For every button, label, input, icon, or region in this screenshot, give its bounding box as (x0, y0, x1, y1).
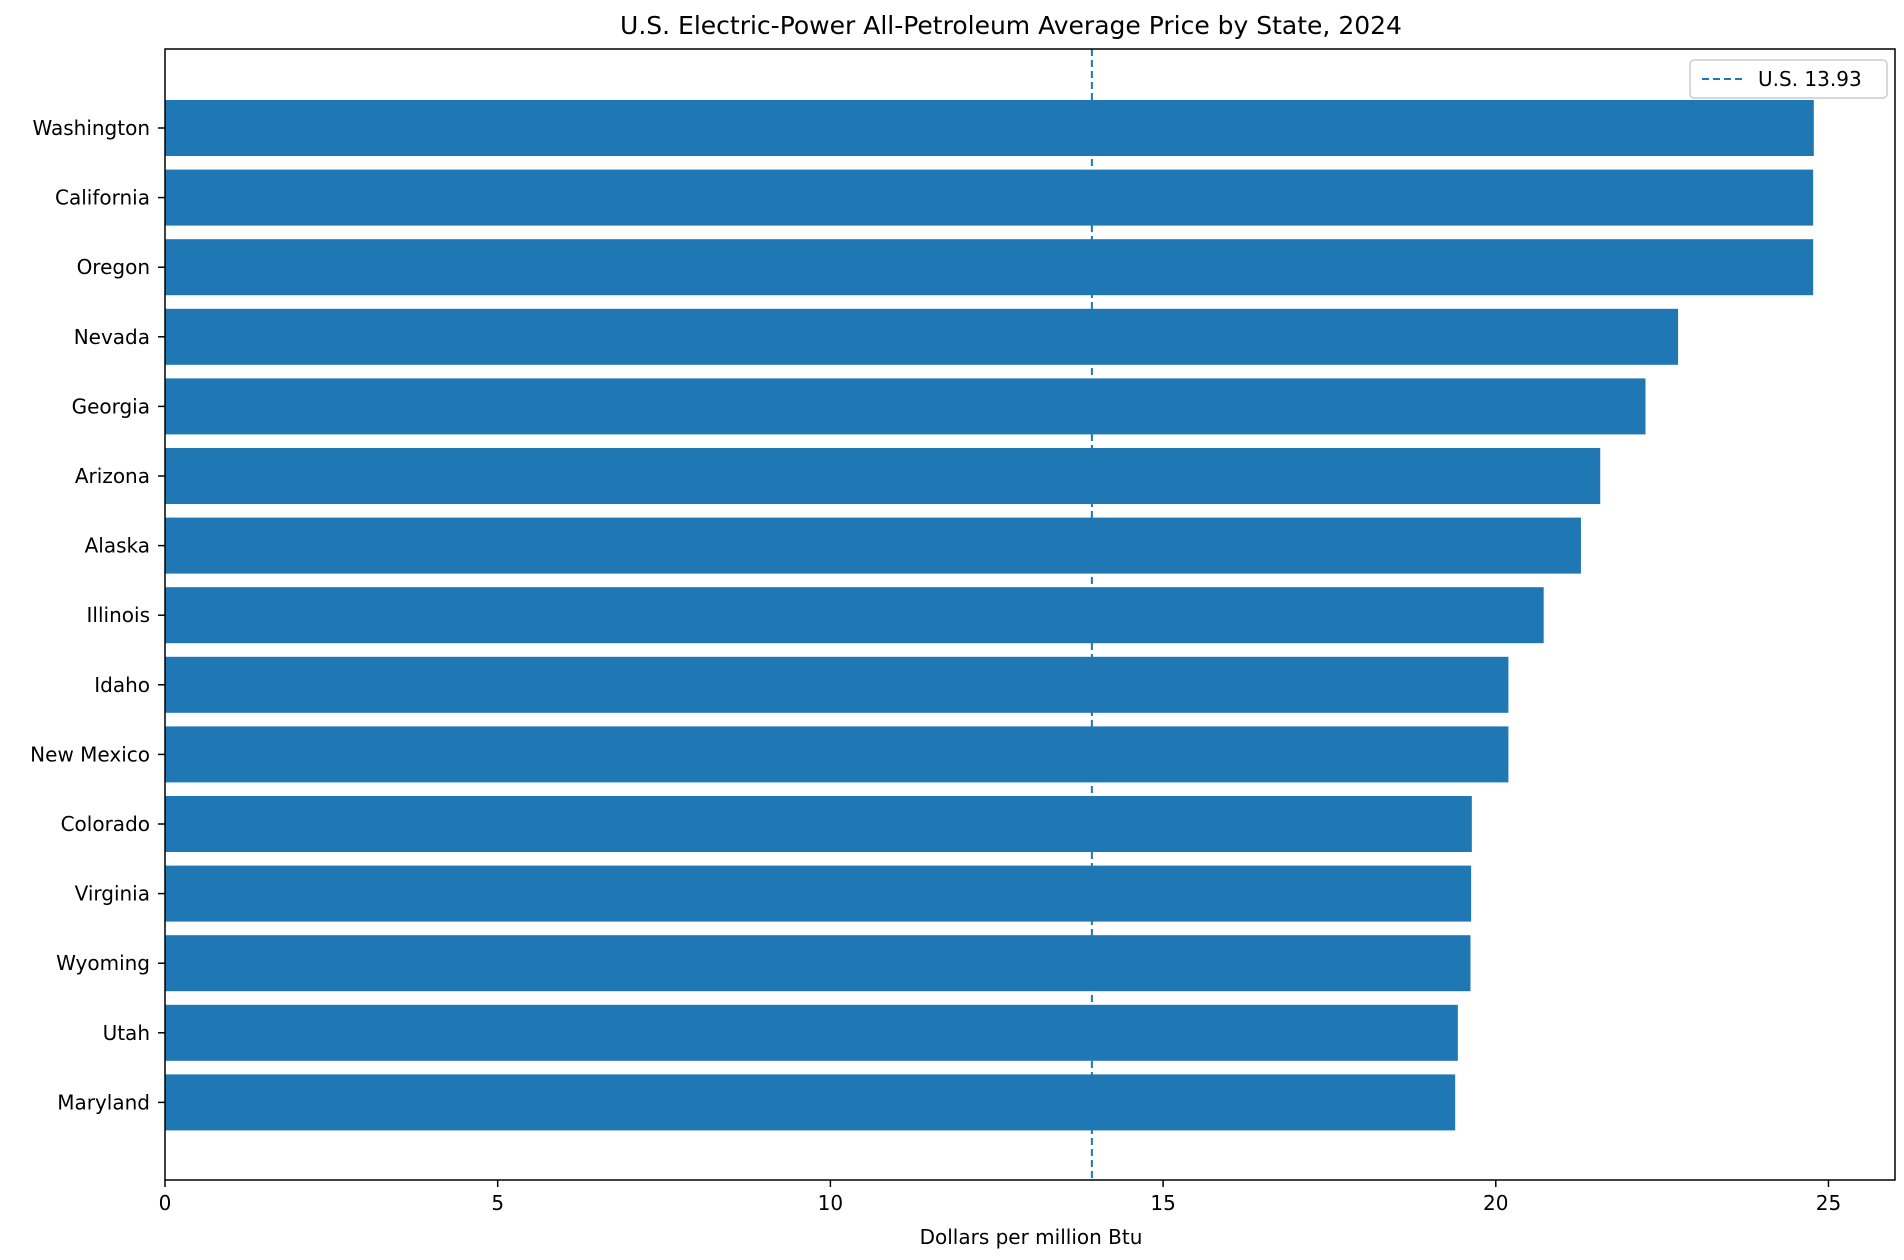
bar-maryland (165, 1074, 1456, 1131)
bar-utah (165, 1004, 1458, 1061)
legend-label: U.S. 13.93 (1758, 67, 1862, 91)
plot-area: Washington California Oregon Nevada Georgia A… (30, 48, 1896, 1215)
chart-title: U.S. Electric-Power All-Petroleum Averag… (620, 11, 1402, 40)
bar-alaska (165, 517, 1581, 574)
y-tick-label: Colorado (61, 812, 150, 836)
bar-california (165, 169, 1814, 226)
x-tick-label: 20 (1483, 1191, 1508, 1215)
x-tick-label: 5 (491, 1191, 504, 1215)
y-tick-label: Idaho (94, 673, 150, 697)
y-tick-label: Oregon (77, 255, 150, 279)
y-tick-label: Georgia (72, 394, 150, 418)
bar-oregon (165, 239, 1814, 296)
bar-idaho (165, 656, 1509, 713)
bar-wyoming (165, 935, 1471, 992)
y-tick-label: California (55, 186, 150, 210)
plot-frame (164, 48, 1896, 1181)
bar-georgia (165, 378, 1646, 435)
x-tick-label: 15 (1150, 1191, 1175, 1215)
y-tick-label: Utah (103, 1021, 150, 1045)
y-tick-label: Maryland (57, 1090, 150, 1114)
bar-new-mexico (165, 726, 1509, 783)
x-tick-label: 25 (1816, 1191, 1841, 1215)
y-tick-label: Virginia (75, 882, 150, 906)
y-tick-label: Arizona (75, 464, 150, 488)
bar-washington (165, 100, 1814, 156)
x-tick-label: 0 (159, 1191, 172, 1215)
bar-colorado (165, 796, 1472, 852)
x-tick-label: 10 (818, 1191, 843, 1215)
x-axis-label: Dollars per million Btu (920, 1225, 1143, 1249)
y-tick-label: Illinois (87, 603, 150, 627)
bar-arizona (165, 448, 1601, 504)
y-tick-label: Nevada (74, 325, 150, 349)
bar-illinois (165, 587, 1544, 644)
bar-virginia (165, 865, 1472, 922)
legend-box (1689, 59, 1888, 99)
bar-nevada (165, 308, 1679, 365)
y-tick-label: Wyoming (56, 951, 150, 975)
y-tick-label: Alaska (85, 534, 150, 558)
y-tick-label: Washington (32, 116, 150, 140)
y-tick-label: New Mexico (30, 742, 150, 766)
